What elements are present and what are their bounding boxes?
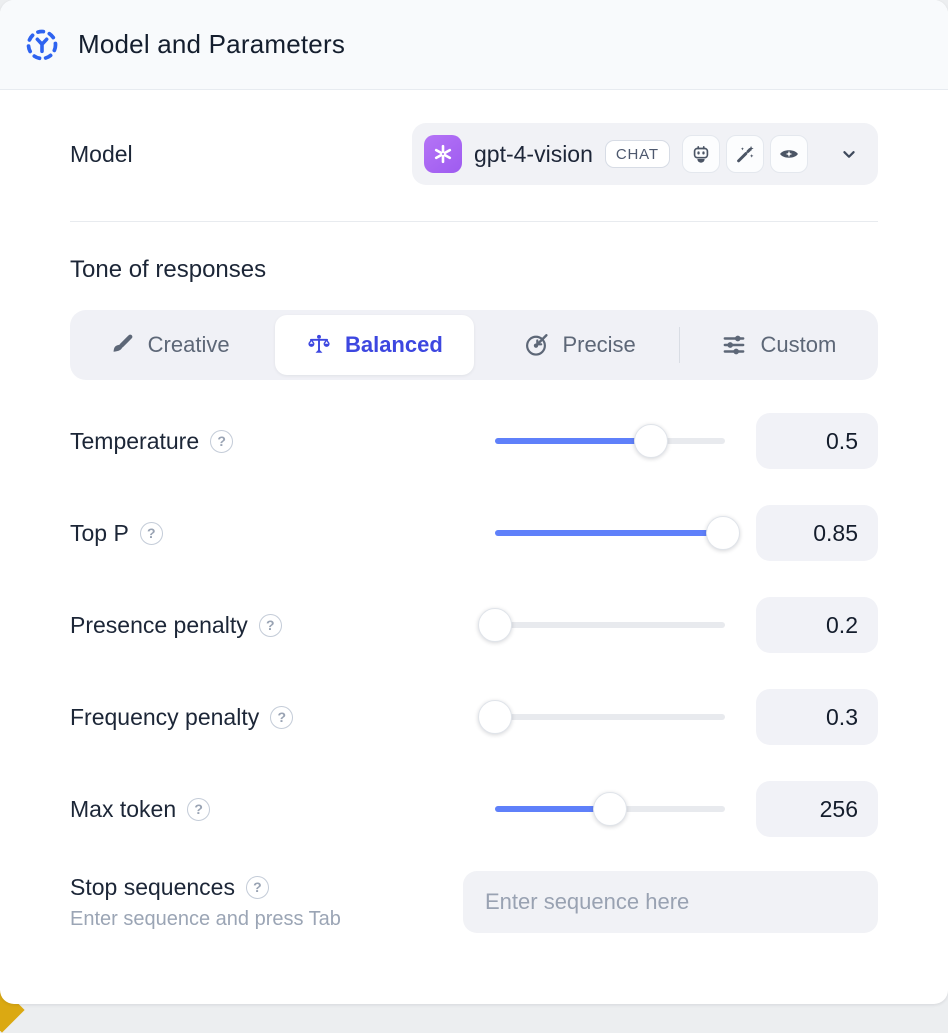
tone-option-balanced[interactable]: Balanced bbox=[275, 315, 474, 375]
param-row-presence-penalty: Presence penalty 0.2 bbox=[70, 594, 878, 656]
robot-icon bbox=[681, 135, 720, 173]
balance-scale-icon bbox=[306, 332, 332, 358]
stop-sequences-input[interactable] bbox=[463, 871, 878, 933]
segment-divider bbox=[678, 327, 680, 363]
slider-thumb[interactable] bbox=[478, 700, 512, 734]
param-row-frequency-penalty: Frequency penalty 0.3 bbox=[70, 686, 878, 748]
model-and-parameters-panel: Model and Parameters Model gpt-4-vision bbox=[0, 0, 948, 1004]
tone-heading: Tone of responses bbox=[70, 256, 267, 283]
slider-fill bbox=[495, 530, 723, 536]
panel-title: Model and Parameters bbox=[78, 29, 346, 59]
slider-fill bbox=[495, 806, 610, 812]
param-label: Top P bbox=[70, 520, 495, 547]
param-label: Temperature bbox=[70, 428, 495, 455]
wand-sparkles-icon bbox=[725, 135, 764, 173]
model-icon bbox=[24, 27, 60, 63]
help-icon[interactable] bbox=[270, 705, 294, 729]
eye-sparkle-icon bbox=[769, 135, 808, 173]
top-p-slider[interactable] bbox=[495, 515, 740, 551]
param-label-text: Presence penalty bbox=[70, 611, 248, 638]
help-icon[interactable] bbox=[210, 429, 234, 453]
slider-fill bbox=[495, 438, 652, 444]
slider-thumb[interactable] bbox=[593, 792, 627, 826]
tone-option-custom[interactable]: Custom bbox=[680, 310, 878, 380]
help-icon[interactable] bbox=[245, 875, 269, 899]
param-row-temperature: Temperature 0.5 bbox=[70, 410, 878, 472]
tone-option-label: Creative bbox=[147, 332, 230, 357]
param-label: Frequency penalty bbox=[70, 704, 495, 731]
frequency-penalty-slider[interactable] bbox=[478, 699, 725, 735]
tone-option-label: Precise bbox=[562, 332, 636, 357]
brush-icon bbox=[109, 332, 135, 358]
param-label-text: Top P bbox=[70, 519, 129, 546]
slider-thumb[interactable] bbox=[634, 424, 669, 458]
panel-header: Model and Parameters bbox=[0, 0, 948, 90]
help-icon[interactable] bbox=[258, 613, 282, 637]
tone-option-label: Balanced bbox=[344, 332, 443, 357]
chevron-down-icon bbox=[838, 143, 860, 165]
param-row-top-p: Top P 0.85 bbox=[70, 502, 878, 564]
frequency-penalty-value[interactable]: 0.3 bbox=[756, 689, 878, 745]
model-label: Model bbox=[70, 140, 133, 167]
temperature-slider[interactable] bbox=[495, 423, 725, 459]
stop-sequences-hint: Enter sequence and press Tab bbox=[70, 907, 341, 930]
stop-sequences-label: Stop sequences bbox=[70, 873, 235, 900]
help-icon[interactable] bbox=[187, 797, 211, 821]
stop-sequences-label-block: Stop sequences Enter sequence and press … bbox=[70, 874, 463, 931]
tone-option-label: Custom bbox=[760, 332, 837, 357]
sliders-icon bbox=[721, 332, 747, 358]
openai-logo-icon bbox=[424, 135, 462, 173]
model-row: Model gpt-4-vision CHAT bbox=[70, 123, 878, 185]
tone-option-creative[interactable]: Creative bbox=[70, 310, 268, 380]
param-row-max-token: Max token 256 bbox=[70, 778, 878, 840]
temperature-value[interactable]: 0.5 bbox=[756, 413, 878, 469]
param-label-text: Frequency penalty bbox=[70, 703, 260, 730]
tone-option-precise[interactable]: Precise bbox=[481, 310, 679, 380]
target-arrow-icon bbox=[523, 332, 549, 358]
slider-thumb[interactable] bbox=[478, 608, 512, 642]
presence-penalty-slider[interactable] bbox=[478, 607, 725, 643]
top-p-value[interactable]: 0.85 bbox=[756, 505, 878, 561]
selected-model-name: gpt-4-vision bbox=[474, 140, 593, 167]
section-divider bbox=[70, 221, 878, 222]
slider-thumb[interactable] bbox=[705, 516, 740, 550]
model-capability-chips bbox=[681, 135, 808, 173]
max-token-slider[interactable] bbox=[495, 791, 725, 827]
stop-sequences-row: Stop sequences Enter sequence and press … bbox=[70, 871, 878, 933]
help-icon[interactable] bbox=[139, 521, 163, 545]
max-token-value[interactable]: 256 bbox=[756, 781, 878, 837]
slider-track bbox=[495, 714, 725, 720]
param-label: Presence penalty bbox=[70, 612, 495, 639]
model-type-badge: CHAT bbox=[604, 140, 670, 168]
param-label-text: Temperature bbox=[70, 427, 200, 454]
tone-segmented-control: Creative Balanced bbox=[70, 310, 878, 380]
presence-penalty-value[interactable]: 0.2 bbox=[756, 597, 878, 653]
model-select-dropdown[interactable]: gpt-4-vision CHAT bbox=[412, 123, 878, 185]
param-label: Max token bbox=[70, 796, 495, 823]
param-label-text: Max token bbox=[70, 795, 177, 822]
slider-track bbox=[495, 622, 725, 628]
